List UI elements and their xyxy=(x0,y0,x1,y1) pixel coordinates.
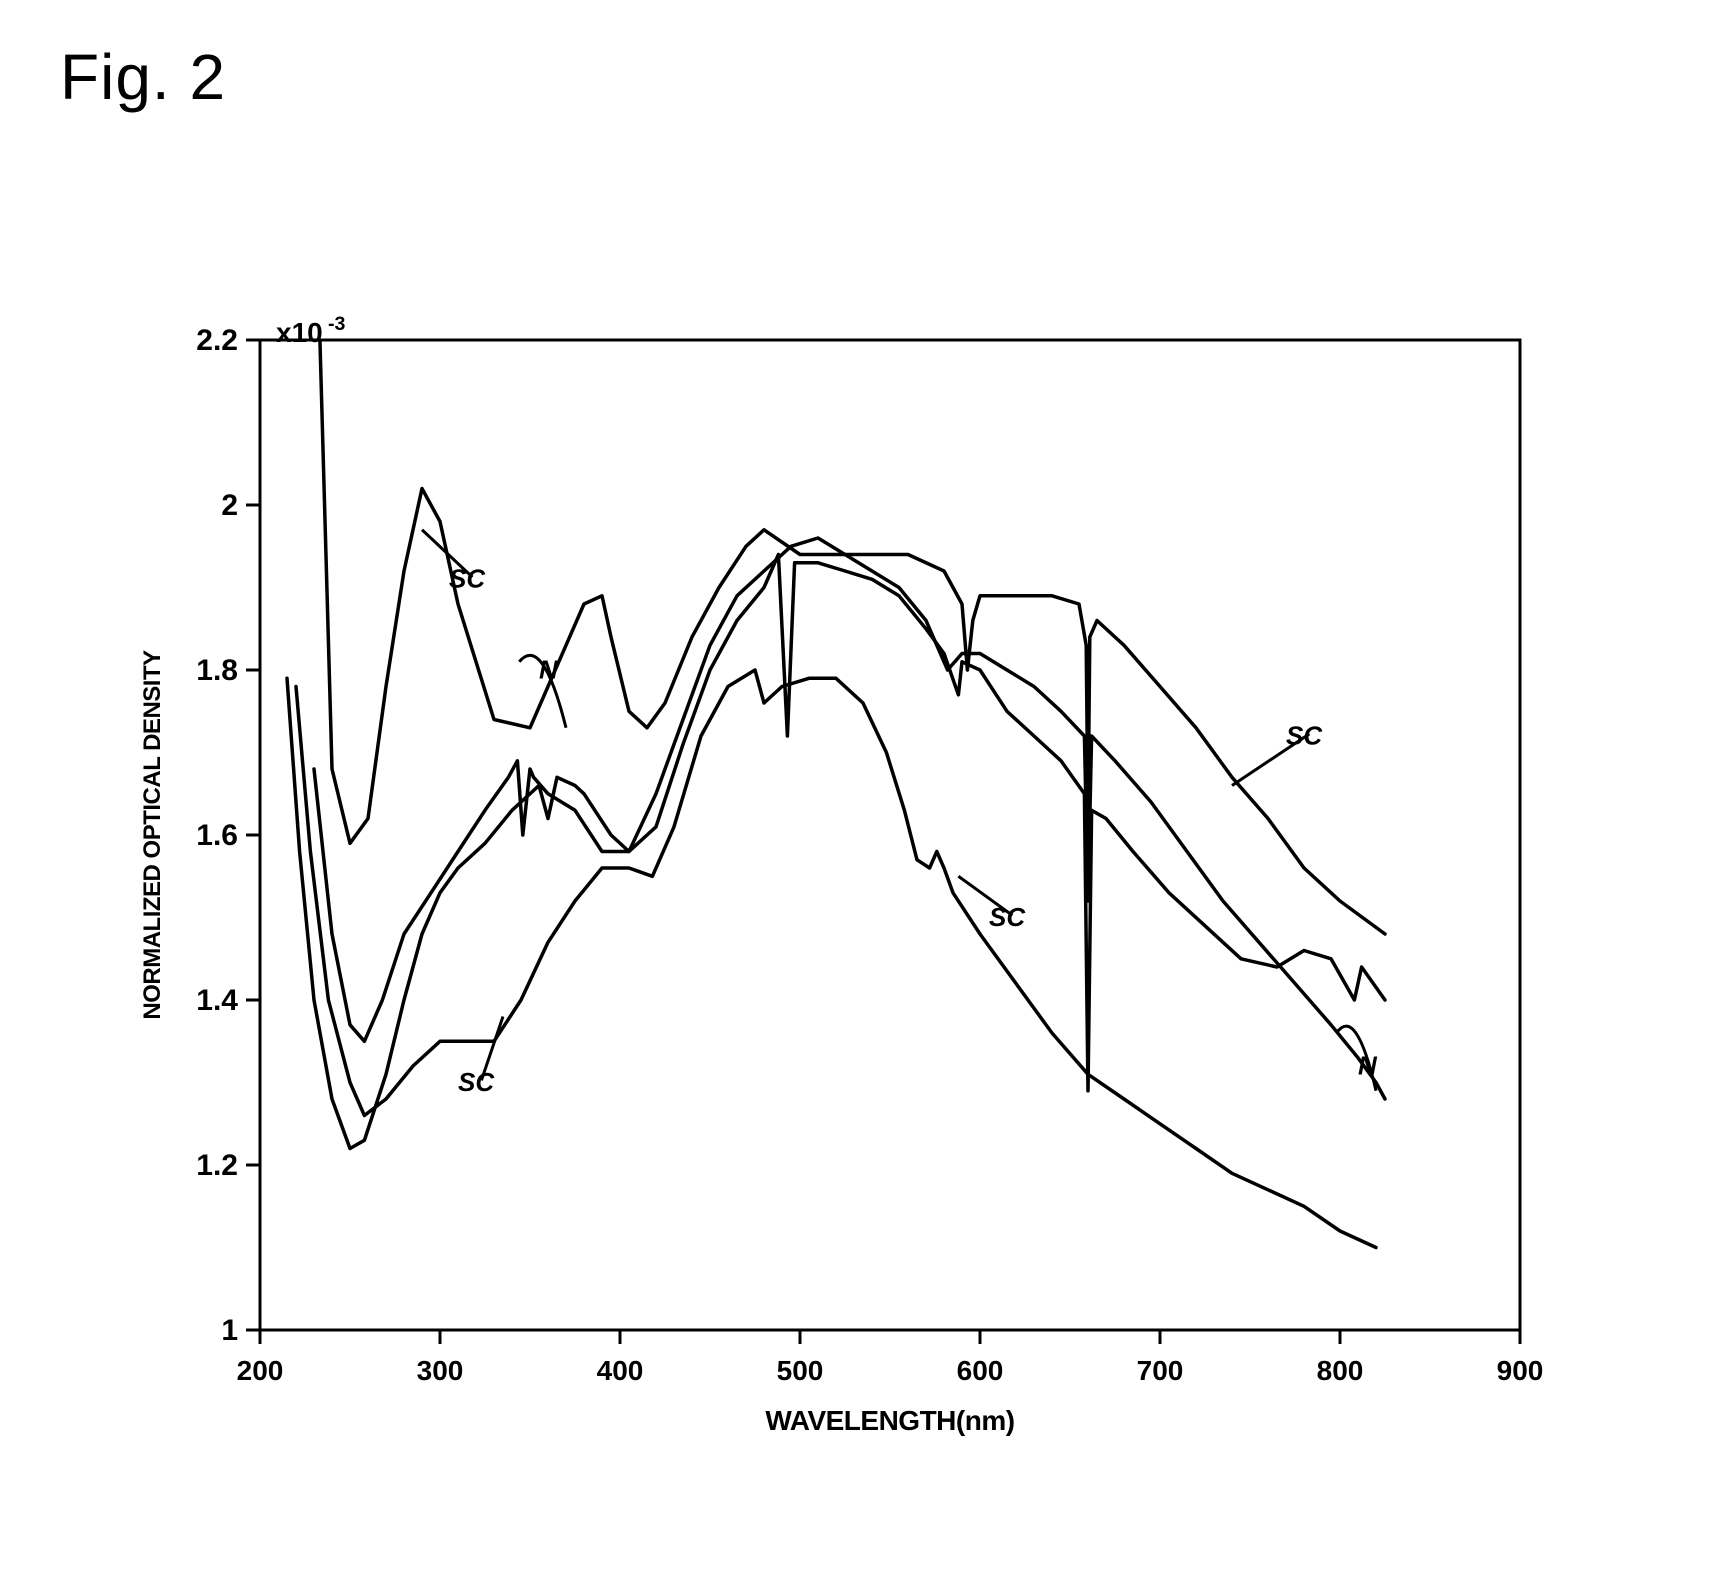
y-exponent: x10 xyxy=(276,317,323,348)
svg-text:500: 500 xyxy=(777,1355,824,1386)
svg-text:1.8: 1.8 xyxy=(196,654,238,687)
series-SC-mid xyxy=(287,555,1385,1149)
curve-label-0: SC xyxy=(449,564,486,594)
svg-text:900: 900 xyxy=(1497,1355,1544,1386)
series-SC-low xyxy=(296,670,1376,1248)
svg-text:700: 700 xyxy=(1137,1355,1184,1386)
svg-text:1.2: 1.2 xyxy=(196,1149,238,1182)
svg-text:2.2: 2.2 xyxy=(196,324,238,357)
curve-label-1: N xyxy=(539,654,559,684)
figure-title: Fig. 2 xyxy=(60,40,226,114)
svg-text:2: 2 xyxy=(221,489,238,522)
svg-text:1.4: 1.4 xyxy=(196,984,238,1017)
svg-text:400: 400 xyxy=(597,1355,644,1386)
y-exponent-sup: -3 xyxy=(328,313,346,335)
svg-text:1.6: 1.6 xyxy=(196,819,238,852)
series-N xyxy=(314,538,1385,1099)
label-pointer-3 xyxy=(958,876,1012,915)
curve-label-2: SC xyxy=(458,1067,495,1097)
svg-text:600: 600 xyxy=(957,1355,1004,1386)
y-axis-title: NORMALIZED OPTICAL DENSITY xyxy=(139,650,166,1020)
svg-text:800: 800 xyxy=(1317,1355,1364,1386)
label-pointer-0 xyxy=(422,530,472,577)
svg-text:300: 300 xyxy=(417,1355,464,1386)
spectra-chart: 200 300 400 500 600 700 800 900 1 1.2 1.4 1.6 1.8 2 2.… xyxy=(130,300,1570,1460)
svg-text:200: 200 xyxy=(237,1355,284,1386)
x-axis-title: WAVELENGTH(nm) xyxy=(765,1405,1014,1436)
curve-label-3: SC xyxy=(989,902,1026,932)
label-arc-1 xyxy=(519,655,566,727)
label-pointer-4 xyxy=(1232,734,1309,786)
svg-text:1: 1 xyxy=(221,1314,238,1347)
